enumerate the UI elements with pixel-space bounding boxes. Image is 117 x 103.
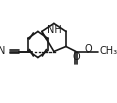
Text: N: N [0,46,5,57]
Text: O: O [84,44,92,54]
Text: NH: NH [47,25,61,35]
Text: O: O [72,52,80,61]
Text: CH₃: CH₃ [99,46,117,57]
